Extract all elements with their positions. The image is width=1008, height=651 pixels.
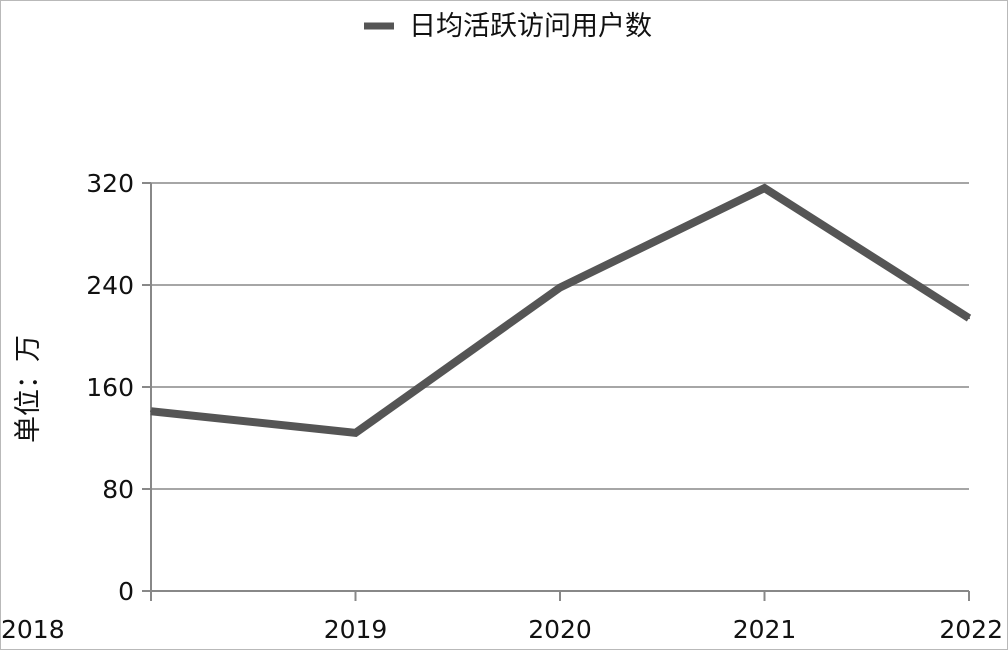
axes (142, 182, 970, 601)
data-point-2022 (968, 317, 970, 320)
series-line-0 (150, 183, 972, 438)
y-tick-label: 80 (102, 475, 134, 504)
x-tick-label: 2019 (324, 615, 388, 644)
data-point-2019 (354, 431, 357, 434)
x-tick-label: 2018 (1, 615, 65, 644)
gridlines (151, 182, 969, 490)
y-tick-label: 160 (86, 373, 134, 402)
x-tick-label: 2020 (528, 615, 592, 644)
y-tick-label: 240 (86, 271, 134, 300)
y-axis-title: 单位：万 (13, 335, 44, 443)
x-tick-label: 2021 (733, 615, 797, 644)
y-tick-label: 320 (86, 169, 134, 198)
y-tick-label: 0 (118, 577, 134, 606)
data-point-2018 (150, 410, 152, 413)
series-layer (150, 183, 972, 438)
x-tick-label: 2022 (939, 615, 1003, 644)
data-point-2020 (559, 286, 561, 289)
legend: 日均活跃访问用户数 (364, 11, 652, 42)
data-point-2021 (763, 187, 766, 190)
legend-label: 日均活跃访问用户数 (409, 11, 652, 42)
tick-labels: 0 80 160 240 320 2018 2019 2020 2021 2022 (1, 169, 1003, 644)
